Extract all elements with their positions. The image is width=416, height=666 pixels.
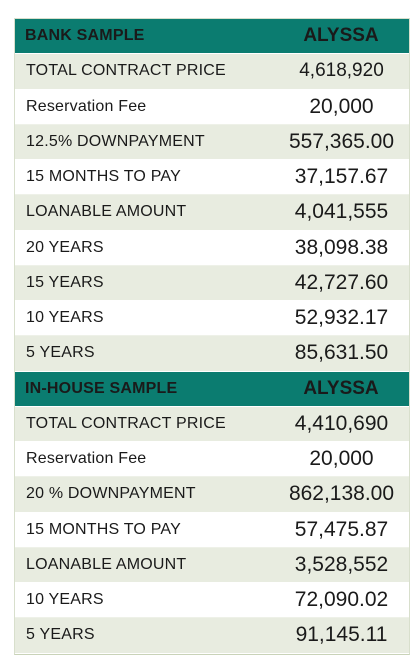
row-label: 15 MONTHS TO PAY xyxy=(26,520,181,538)
table-row: TOTAL CONTRACT PRICE 4,410,690 xyxy=(15,406,409,442)
row-value: 20,000 xyxy=(309,447,374,471)
table-row: LOANABLE AMOUNT 4,041,555 xyxy=(15,195,409,231)
bank-sample-title: BANK SAMPLE xyxy=(25,27,145,45)
table-row: 5 YEARS 91,145.11 xyxy=(15,618,409,654)
table-row: 10 YEARS 52,932.17 xyxy=(15,301,409,337)
row-value: 37,157.67 xyxy=(294,165,389,189)
row-label: 10 YEARS xyxy=(26,591,104,609)
row-value: 52,932.17 xyxy=(294,306,389,330)
row-label: LOANABLE AMOUNT xyxy=(26,555,187,573)
table-row: 15 MONTHS TO PAY 57,475.87 xyxy=(15,512,409,548)
row-label: Reservation Fee xyxy=(26,97,147,115)
inhouse-sample-header: IN-HOUSE SAMPLE ALYSSA xyxy=(15,371,409,407)
table-row: 5 YEARS 85,631.50 xyxy=(15,336,409,372)
table-row: LOANABLE AMOUNT 3,528,552 xyxy=(15,547,409,583)
row-label: 20 % DOWNPAYMENT xyxy=(26,485,196,503)
row-value: 862,138.00 xyxy=(288,482,395,506)
table-row: Reservation Fee 20,000 xyxy=(15,89,409,125)
pricing-table: BANK SAMPLE ALYSSA TOTAL CONTRACT PRICE … xyxy=(14,18,410,655)
table-row: 15 MONTHS TO PAY 37,157.67 xyxy=(15,160,409,196)
row-value: 20,000 xyxy=(309,94,374,118)
row-label: TOTAL CONTRACT PRICE xyxy=(26,414,226,432)
row-label: 12.5% DOWNPAYMENT xyxy=(26,132,205,150)
row-value: 91,145.11 xyxy=(295,623,388,647)
row-value: 3,528,552 xyxy=(294,552,389,576)
row-value: 38,098.38 xyxy=(294,235,389,259)
row-label: 5 YEARS xyxy=(26,626,95,644)
row-value: 4,618,920 xyxy=(299,60,384,82)
row-value: 72,090.02 xyxy=(294,588,389,612)
table-row: 20 YEARS 38,098.38 xyxy=(15,230,409,266)
inhouse-sample-title: IN-HOUSE SAMPLE xyxy=(25,379,178,397)
table-row: 15 YEARS 42,727.60 xyxy=(15,265,409,301)
inhouse-sample-unit: ALYSSA xyxy=(303,377,379,399)
row-value: 57,475.87 xyxy=(294,517,389,541)
row-value: 4,410,690 xyxy=(294,411,389,435)
bank-sample-unit: ALYSSA xyxy=(303,25,379,47)
row-label: Reservation Fee xyxy=(26,450,147,468)
table-row: 10 YEARS 72,090.02 xyxy=(15,583,409,619)
row-label: 15 MONTHS TO PAY xyxy=(26,168,181,186)
row-label: 5 YEARS xyxy=(26,344,95,362)
row-label: TOTAL CONTRACT PRICE xyxy=(26,62,226,80)
row-label: 20 YEARS xyxy=(26,238,104,256)
table-row: 20 % DOWNPAYMENT 862,138.00 xyxy=(15,477,409,513)
row-value: 42,727.60 xyxy=(294,270,389,294)
bank-sample-header: BANK SAMPLE ALYSSA xyxy=(15,19,409,55)
row-value: 4,041,555 xyxy=(294,200,389,224)
row-label: 15 YEARS xyxy=(26,273,104,291)
row-label: 10 YEARS xyxy=(26,309,104,327)
table-row: TOTAL CONTRACT PRICE 4,618,920 xyxy=(15,54,409,90)
row-value: 85,631.50 xyxy=(294,341,389,365)
table-row: 12.5% DOWNPAYMENT 557,365.00 xyxy=(15,124,409,160)
table-row: Reservation Fee 20,000 xyxy=(15,442,409,478)
row-value: 557,365.00 xyxy=(288,129,395,153)
row-label: LOANABLE AMOUNT xyxy=(26,203,187,221)
